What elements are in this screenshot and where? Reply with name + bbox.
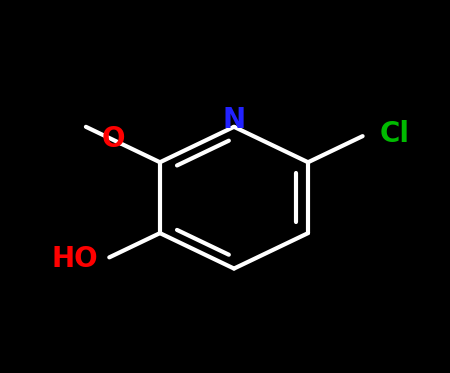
Text: O: O — [101, 125, 125, 153]
Text: HO: HO — [51, 245, 98, 273]
Text: Cl: Cl — [380, 120, 410, 148]
Text: N: N — [222, 106, 246, 134]
